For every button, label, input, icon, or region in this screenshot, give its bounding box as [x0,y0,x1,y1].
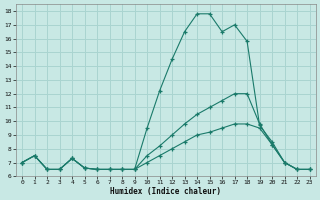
X-axis label: Humidex (Indice chaleur): Humidex (Indice chaleur) [110,187,221,196]
